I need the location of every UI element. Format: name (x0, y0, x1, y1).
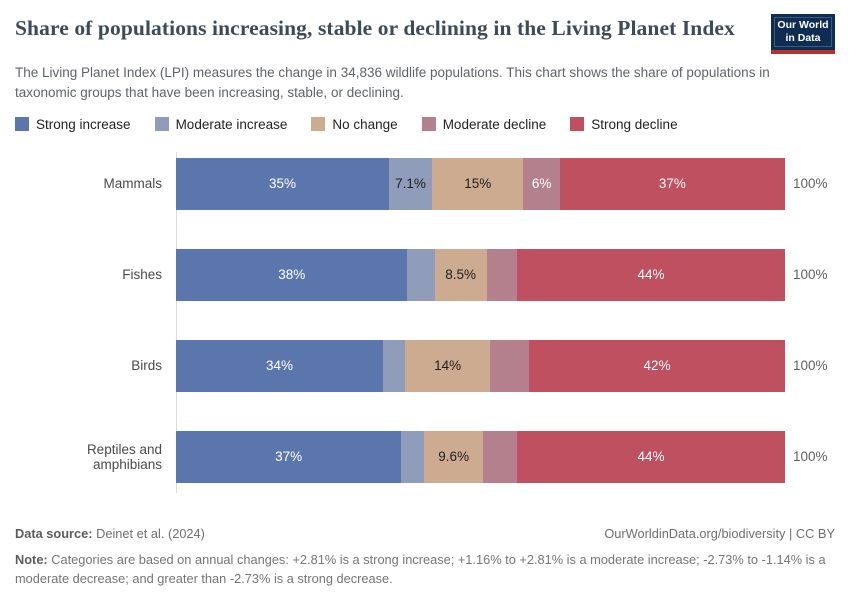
page-title: Share of populations increasing, stable … (15, 16, 735, 40)
bar-value-label: 44% (637, 449, 665, 464)
owid-logo-line2: in Data (785, 32, 821, 44)
bar-segment[interactable] (490, 339, 530, 392)
bar-value-label: 15% (464, 176, 492, 191)
y-axis-line (176, 151, 177, 493)
legend-item[interactable]: Strong increase (15, 117, 131, 132)
bar-value-label: 42% (643, 358, 671, 373)
bar-segment[interactable]: 6% (523, 157, 560, 210)
bar-segment[interactable] (401, 430, 425, 483)
bar-track: 37% 9.6% 44% (176, 430, 785, 483)
stacked-bar-chart: Mammals 35% 7.1% 15% 6% 37% 100% Fishes 38% 8.5% 4… (15, 151, 835, 493)
legend-item[interactable]: Moderate decline (421, 116, 547, 132)
bar-segment[interactable]: 38% (176, 248, 408, 301)
footnote-text: Categories are based on annual changes: … (15, 551, 826, 586)
header: Share of populations increasing, stable … (15, 14, 835, 54)
bar-track: 34% 14% 42% (176, 339, 785, 392)
bar-segment[interactable]: 42% (529, 339, 785, 392)
bar-total-label: 100% (793, 449, 828, 464)
bar-segment[interactable] (407, 248, 435, 301)
legend-item[interactable]: Moderate increase (154, 116, 288, 132)
bar-value-label: 14% (434, 358, 462, 373)
bar-track: 35% 7.1% 15% 6% 37% (176, 157, 785, 210)
bar-segment[interactable]: 8.5% (434, 248, 487, 301)
legend-swatch-icon (15, 117, 29, 131)
bar-track: 38% 8.5% 44% (176, 248, 785, 301)
legend-label: Strong increase (36, 116, 131, 132)
entity-label: Mammals (103, 176, 162, 191)
legend-swatch-icon (421, 117, 436, 131)
bar-value-label: 35% (268, 176, 296, 191)
legend-label: Moderate decline (442, 116, 547, 132)
bar-value-label: 37% (275, 449, 303, 464)
bar-segment[interactable]: 44% (517, 430, 785, 483)
bar-segment[interactable]: 9.6% (424, 430, 483, 483)
legend-item[interactable]: No change (311, 116, 398, 132)
bar-total-label: 100% (793, 176, 828, 191)
legend-label: Moderate increase (175, 116, 288, 132)
data-source: Data source: Deinet et al. (2024) (15, 526, 205, 541)
bar-total-label: 100% (793, 358, 828, 373)
legend-item[interactable]: Strong decline (570, 116, 678, 132)
bar-segment[interactable]: 15% (432, 157, 524, 210)
owid-logo[interactable]: Our World in Data (771, 14, 835, 54)
bar-segment[interactable]: 37% (559, 157, 785, 210)
chart-subtitle: The Living Planet Index (LPI) measures t… (15, 65, 770, 101)
chart-row: Fishes 38% 8.5% 44% 100% (15, 248, 835, 301)
legend-swatch-icon (154, 117, 169, 131)
chart-rows: Mammals 35% 7.1% 15% 6% 37% 100% Fishes 38% 8.5% 4… (15, 157, 835, 483)
bar-value-label: 9.6% (438, 449, 470, 464)
bar-segment[interactable] (486, 248, 517, 301)
credit-link[interactable]: OurWorldinData.org/biodiversity | CC BY (604, 525, 835, 541)
data-source-label: Data source: (15, 525, 93, 541)
bar-segment[interactable]: 7.1% (388, 157, 433, 210)
legend: Strong increase Moderate increase No chang… (15, 117, 835, 132)
entity-label: Fishes (122, 267, 162, 282)
bar-segment[interactable]: 44% (516, 248, 785, 301)
bar-segment[interactable]: 14% (404, 339, 491, 392)
entity-label: Reptiles and amphibians (86, 441, 162, 472)
bar-segment[interactable] (482, 430, 518, 483)
bar-segment[interactable]: 34% (176, 339, 384, 392)
entity-label: Birds (131, 358, 162, 373)
bar-value-label: 8.5% (445, 267, 477, 282)
bar-value-label: 34% (266, 358, 294, 373)
chart-row: Birds 34% 14% 42% 100% (15, 339, 835, 392)
bar-value-label: 7.1% (395, 176, 426, 191)
legend-swatch-icon (311, 117, 326, 131)
footnote-label: Note: (15, 551, 48, 567)
bar-value-label: 38% (278, 267, 306, 282)
bar-value-label: 6% (531, 176, 552, 191)
bar-segment[interactable]: 35% (176, 157, 389, 210)
bar-value-label: 37% (658, 176, 686, 191)
legend-label: Strong decline (591, 116, 678, 132)
legend-label: No change (332, 116, 398, 132)
footer: Data source: Deinet et al. (2024) OurWor… (15, 526, 835, 588)
bar-segment[interactable] (383, 339, 405, 392)
chart-row: Reptiles and amphibians 37% 9.6% 44% 100% (15, 430, 835, 483)
data-source-value: Deinet et al. (2024) (96, 525, 205, 541)
legend-swatch-icon (570, 117, 585, 131)
bar-segment[interactable]: 37% (176, 430, 402, 483)
owid-logo-line1: Our World (777, 18, 829, 31)
bar-total-label: 100% (793, 267, 828, 282)
chart-row: Mammals 35% 7.1% 15% 6% 37% 100% (15, 157, 835, 210)
footnote: Note: Categories are based on annual cha… (15, 550, 835, 588)
bar-value-label: 44% (637, 267, 665, 282)
